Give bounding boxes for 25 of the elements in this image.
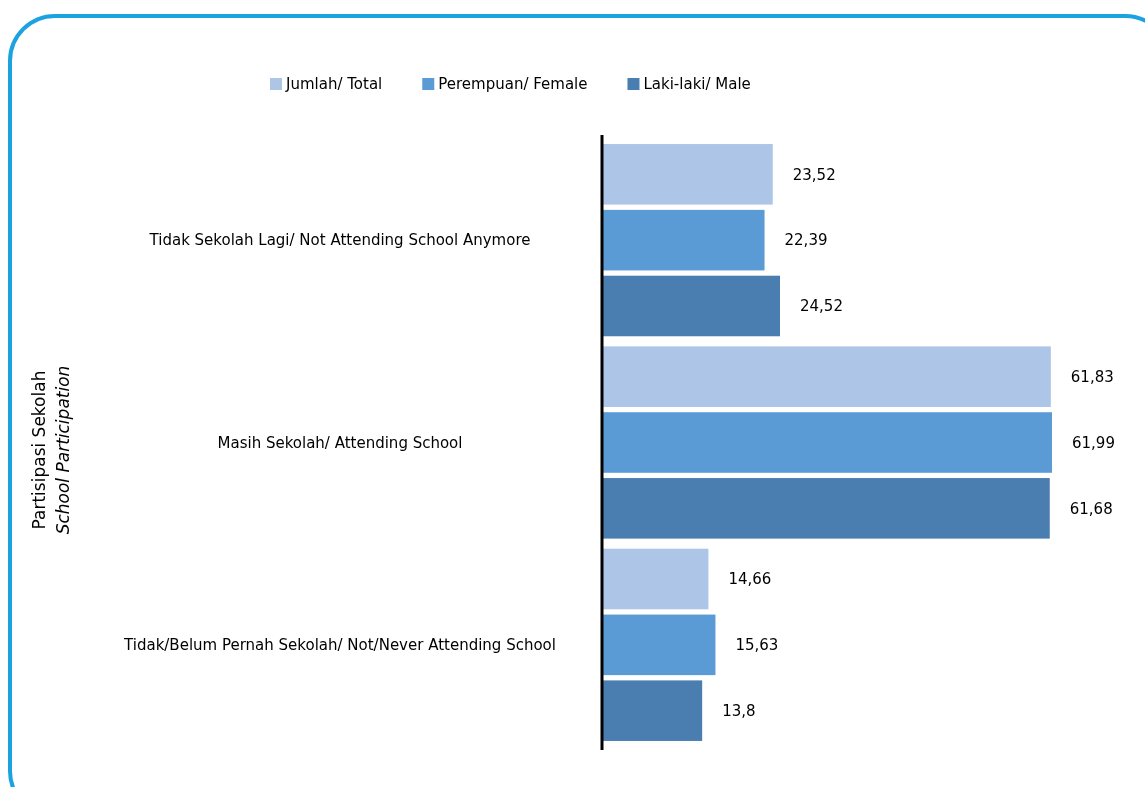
legend-label: Laki-laki/ Male: [643, 75, 751, 94]
data-label: 22,39: [784, 231, 828, 250]
y-tick-label: Masih Sekolah/ Attending School: [217, 433, 463, 452]
data-label: 61,99: [1072, 433, 1115, 452]
data-label: 24,52: [800, 297, 843, 316]
data-label: 14,66: [728, 570, 772, 589]
bar: [602, 614, 716, 676]
data-label: 15,63: [735, 636, 779, 655]
bar: [602, 412, 1052, 473]
bar: [602, 680, 703, 741]
bar: [602, 548, 709, 610]
bar: [602, 346, 1051, 407]
bar: [602, 478, 1050, 539]
data-label: 23,52: [792, 165, 836, 184]
data-label: 13,8: [722, 701, 756, 720]
bar: [602, 209, 765, 271]
data-label: 61,83: [1070, 367, 1114, 386]
y-tick-label: Tidak Sekolah Lagi/ Not Attending School Anymore: [148, 231, 531, 250]
y-tick-label: Tidak/Belum Pernah Sekolah/ Not/Never Attending School: [123, 636, 556, 655]
y-axis-title: Partisipasi Sekolah School Participation: [29, 365, 73, 535]
data-label: 61,68: [1069, 499, 1113, 518]
legend-label: Perempuan/ Female: [438, 75, 588, 94]
legend-label: Jumlah/ Total: [285, 75, 383, 94]
bar: [602, 275, 780, 337]
bar: [602, 144, 773, 205]
